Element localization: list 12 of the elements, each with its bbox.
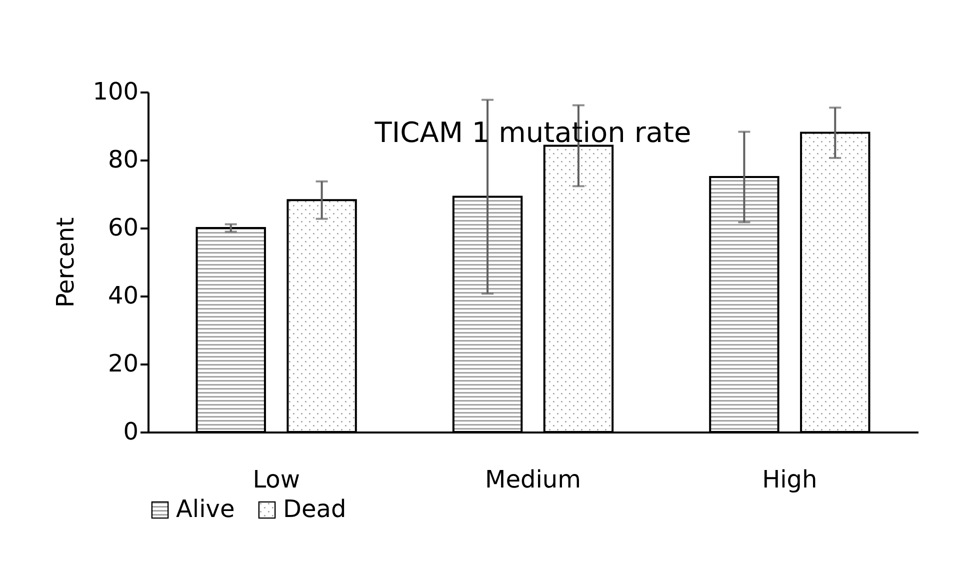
x-tick-label: High: [762, 466, 818, 494]
y-tick-label: 40: [108, 282, 138, 310]
y-tick-label: 80: [108, 146, 138, 174]
x-tick-label: Medium: [485, 466, 581, 494]
y-tick-label: 60: [108, 214, 138, 242]
y-tick-label: 0: [123, 418, 138, 446]
legend-label: Alive: [176, 495, 235, 523]
y-tick-label: 100: [92, 78, 138, 106]
legend-label: Dead: [283, 495, 346, 523]
y-tick-label: 20: [108, 350, 138, 378]
y-axis-title: Percent: [52, 217, 80, 308]
x-tick-label: Low: [252, 466, 300, 494]
